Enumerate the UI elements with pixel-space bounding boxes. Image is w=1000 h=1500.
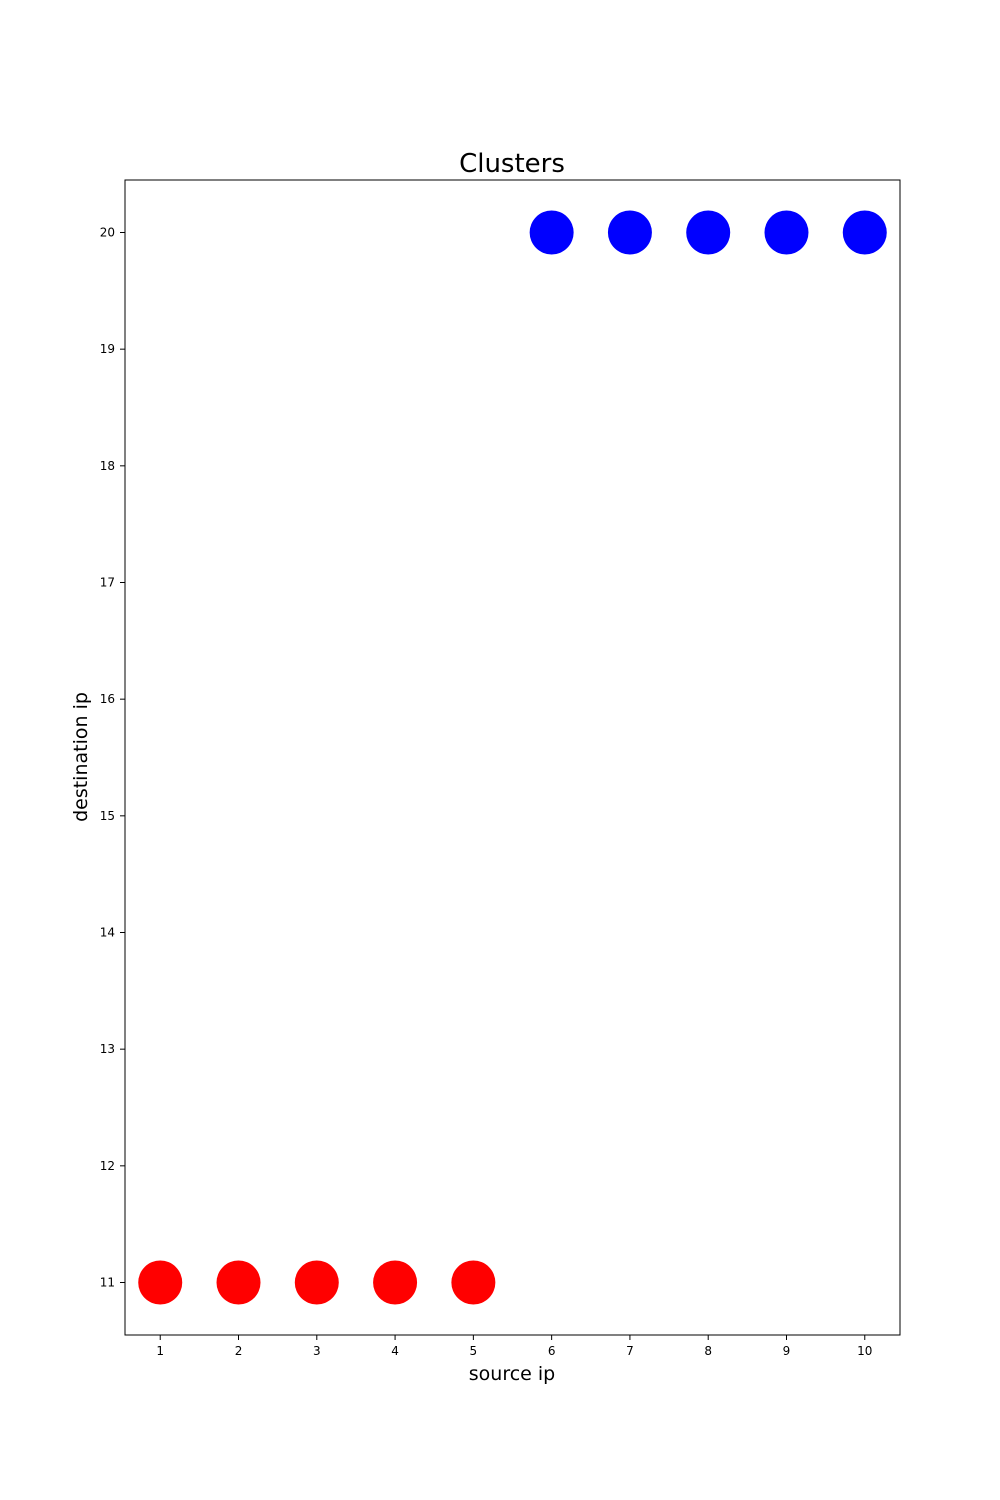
- scatter-point: [686, 210, 731, 255]
- scatter-point: [138, 1260, 183, 1305]
- y-tick-label: 14: [100, 926, 115, 940]
- y-axis: 11 12 13 14 15 16 17 18 19 20: [100, 226, 125, 1290]
- chart-title: Clusters: [459, 149, 565, 179]
- y-tick-label: 11: [100, 1276, 115, 1290]
- y-tick-label: 20: [100, 226, 115, 240]
- scatter-point: [842, 210, 887, 255]
- y-axis-label: destination ip: [70, 692, 92, 822]
- x-tick-label: 4: [391, 1344, 399, 1358]
- x-tick-label: 5: [470, 1344, 478, 1358]
- y-tick-label: 19: [100, 342, 115, 356]
- x-tick-label: 1: [156, 1344, 164, 1358]
- y-tick-label: 18: [100, 459, 115, 473]
- scatter-point: [294, 1260, 339, 1305]
- x-axis: 1 2 3 4 5 6 7 8 9 10: [156, 1335, 872, 1358]
- x-tick-label: 2: [235, 1344, 243, 1358]
- scatter-point: [607, 210, 652, 255]
- x-tick-label: 6: [548, 1344, 556, 1358]
- y-tick-label: 13: [100, 1042, 115, 1056]
- x-tick-label: 10: [857, 1344, 872, 1358]
- x-tick-label: 7: [626, 1344, 634, 1358]
- y-tick-label: 17: [100, 576, 115, 590]
- scatter-point: [764, 210, 809, 255]
- x-tick-label: 8: [704, 1344, 712, 1358]
- plot-frame: [124, 179, 901, 1336]
- plot-area: [138, 210, 887, 1305]
- scatter-point: [373, 1260, 418, 1305]
- x-tick-label: 3: [313, 1344, 321, 1358]
- x-axis-label: source ip: [469, 1363, 555, 1385]
- y-tick-label: 12: [100, 1159, 115, 1173]
- scatter-point: [216, 1260, 261, 1305]
- scatter-point: [529, 210, 574, 255]
- y-tick-label: 16: [100, 692, 115, 706]
- scatter-point: [451, 1260, 496, 1305]
- y-tick-label: 15: [100, 809, 115, 823]
- x-tick-label: 9: [783, 1344, 791, 1358]
